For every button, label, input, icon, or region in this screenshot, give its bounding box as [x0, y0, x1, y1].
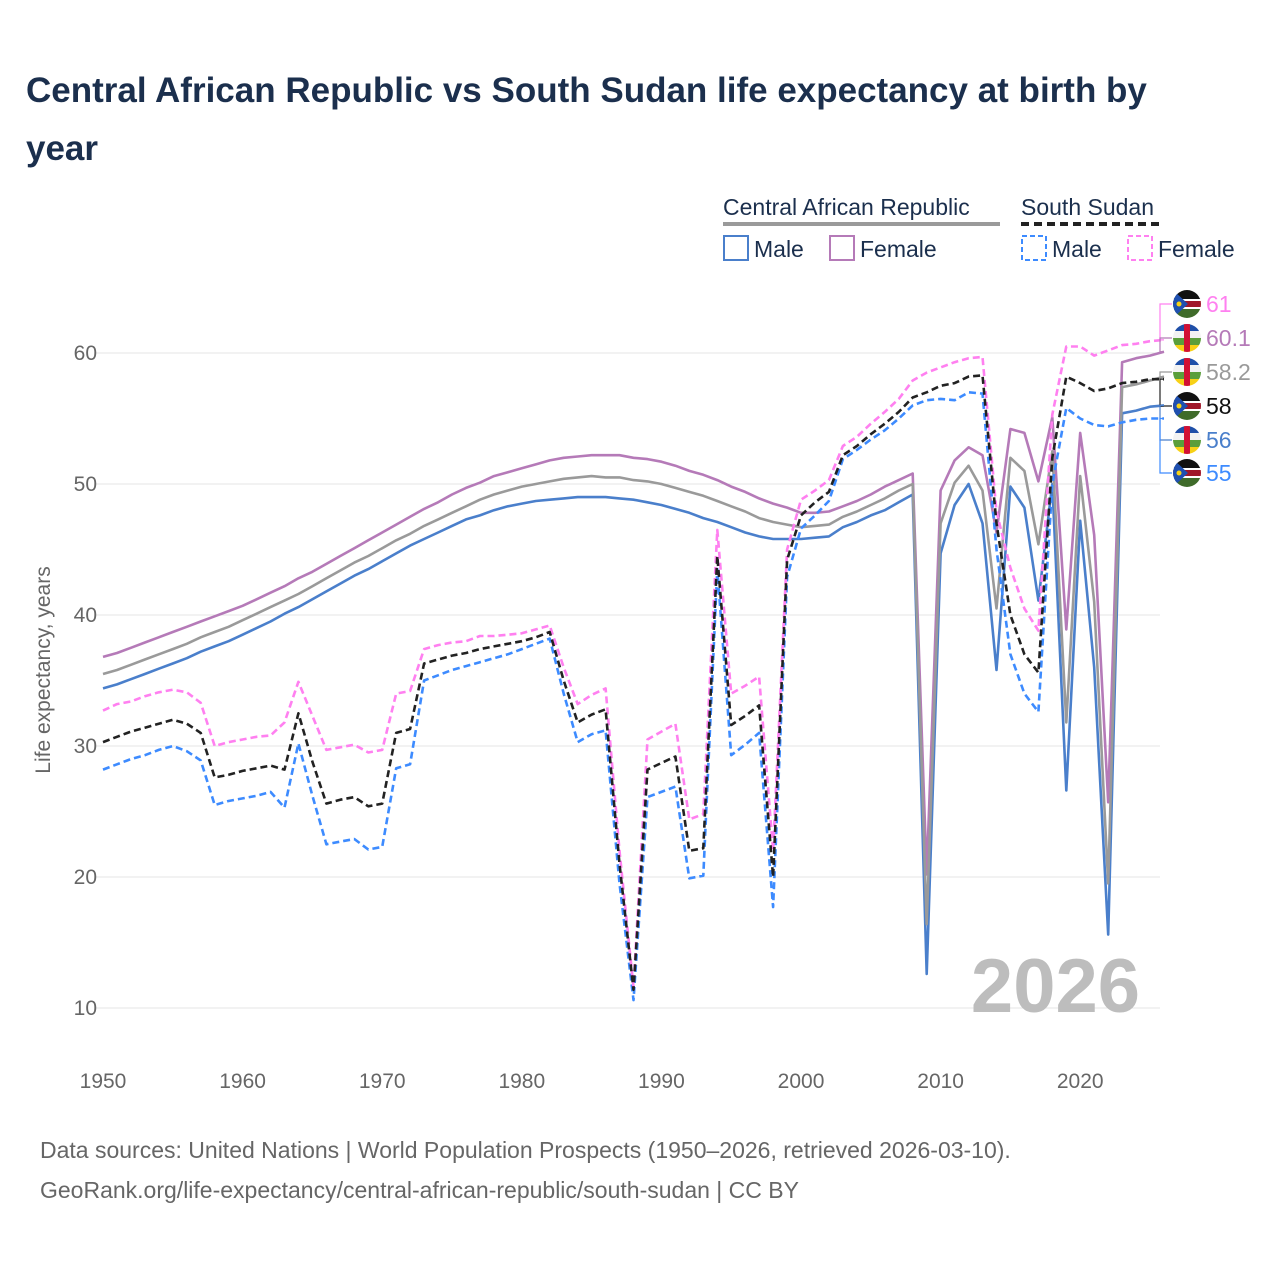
series-line-ss-female [102, 338, 1165, 989]
x-tick-label: 2010 [917, 1070, 964, 1093]
series-line-car-female [102, 350, 1165, 876]
footer-link[interactable]: GeoRank.org/life-expectancy/central-afri… [40, 1177, 799, 1203]
end-label-value: 56 [1206, 427, 1232, 453]
end-label-value: 58.2 [1206, 359, 1251, 385]
legend-ss-male-swatch [1021, 235, 1047, 261]
y-tick-label: 20 [74, 866, 97, 889]
y-tick-label: 30 [74, 735, 97, 758]
end-label-connector [1159, 337, 1172, 353]
south-sudan-flag-icon [1173, 459, 1201, 487]
south-sudan-flag-icon [1173, 392, 1201, 420]
series-line-car-total [102, 375, 1165, 926]
end-label-connector [1159, 378, 1172, 407]
chart-title: Central African Republic vs South Sudan … [26, 71, 1147, 168]
legend-country-ss: South Sudan [1021, 194, 1154, 220]
legend: Central African Republic Male Female Sou… [723, 194, 1235, 262]
y-tick-label: 40 [74, 604, 97, 627]
legend-ss-male-label: Male [1052, 236, 1102, 262]
series-line-car-male [102, 404, 1165, 976]
watermark-year: 2026 [971, 944, 1140, 1029]
end-label-value: 61 [1206, 291, 1232, 317]
series-line-ss-male [102, 390, 1164, 1002]
x-tick-label: 1970 [359, 1070, 406, 1093]
legend-car-male-label: Male [754, 236, 804, 262]
x-tick-label: 1960 [219, 1070, 266, 1093]
series-line-ss-total [102, 373, 1164, 992]
end-label-connector [1159, 303, 1172, 341]
legend-ss-female-swatch [1127, 235, 1153, 261]
end-label-value: 60.1 [1206, 325, 1251, 351]
legend-car-female-swatch [829, 235, 855, 261]
end-label-connector [1159, 417, 1172, 474]
x-tick-label: 1980 [498, 1070, 545, 1093]
legend-car-female-label: Female [860, 236, 937, 262]
y-axis-label: Life expectancy, years [32, 566, 55, 773]
end-label-value: 58 [1206, 393, 1232, 419]
x-tick-label: 1990 [638, 1070, 685, 1093]
end-label-value: 55 [1206, 460, 1232, 486]
legend-car-male-swatch [723, 235, 749, 261]
series-lines [102, 338, 1165, 1002]
y-tick-label: 50 [74, 473, 97, 496]
south-sudan-flag-icon [1173, 290, 1201, 318]
x-tick-label: 2020 [1057, 1070, 1104, 1093]
car-flag-icon [1173, 324, 1201, 352]
legend-ss-female-label: Female [1158, 236, 1235, 262]
car-flag-icon [1173, 426, 1201, 454]
x-tick-label: 1950 [80, 1070, 127, 1093]
x-axis-ticks: 1950 1960 1970 1980 1990 2000 2010 2020 [80, 1070, 1104, 1093]
car-flag-icon [1173, 358, 1201, 386]
end-label-connector [1159, 404, 1172, 441]
x-tick-label: 2000 [778, 1070, 825, 1093]
end-labels: 61 60.1 58.2 58 56 55 [1159, 290, 1251, 487]
legend-country-car: Central African Republic [723, 194, 970, 220]
end-label-connector [1159, 371, 1172, 378]
gridlines [95, 352, 1160, 1009]
y-axis-ticks: 10 20 30 40 50 60 [74, 342, 97, 1020]
footer-sources: Data sources: United Nations | World Pop… [40, 1137, 1011, 1163]
y-tick-label: 60 [74, 342, 97, 365]
y-tick-label: 10 [74, 997, 97, 1020]
